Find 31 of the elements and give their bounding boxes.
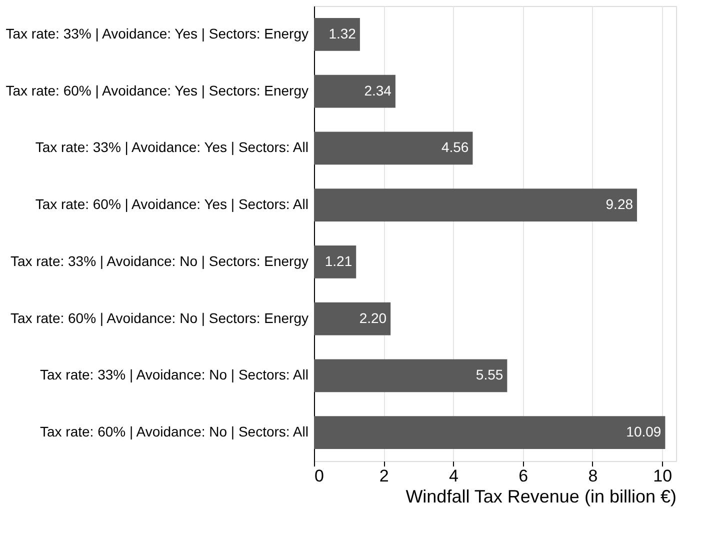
bar [314,18,360,51]
data-label: 5.55 [476,366,504,383]
y-tick-label: Tax rate: 33% | Avoidance: Yes | Sectors: All [35,139,308,156]
bar [314,359,508,392]
x-tick-label: 8 [588,466,598,486]
y-tick-label: Tax rate: 33% | Avoidance: Yes | Sectors: Energy [6,25,308,42]
data-label: 9.28 [606,196,634,212]
y-tick-label: Tax rate: 60% | Avoidance: Yes | Sectors: Energy [6,82,308,98]
x-tick-label: 2 [379,466,389,486]
data-label: 1.32 [328,25,356,42]
y-tick-label: Tax rate: 60% | Avoidance: Yes | Sectors: All [35,196,308,212]
y-tick-label: Tax rate: 33% | Avoidance: No | Sectors: Energy [10,252,308,269]
x-tick-label: 10 [653,466,672,486]
bar [314,302,391,336]
data-label: 2.34 [364,82,392,98]
bar [314,245,356,278]
data-label: 1.21 [324,252,352,269]
data-label: 2.20 [359,310,387,326]
bar [314,188,638,222]
bar [314,132,473,165]
data-label: 4.56 [441,139,469,156]
x-tick-label: 4 [448,466,458,486]
y-tick-label: Tax rate: 60% | Avoidance: No | Sectors: Energy [10,310,308,326]
x-axis-title: Windfall Tax Revenue (in billion €) [406,486,676,506]
data-label: 10.09 [626,424,662,440]
x-tick-label: 0 [314,466,324,486]
bar [314,416,666,450]
y-tick-label: Tax rate: 33% | Avoidance: No | Sectors: All [40,366,308,383]
x-tick-label: 6 [518,466,528,486]
y-tick-label: Tax rate: 60% | Avoidance: No | Sectors: All [40,424,308,440]
bar [314,74,396,108]
